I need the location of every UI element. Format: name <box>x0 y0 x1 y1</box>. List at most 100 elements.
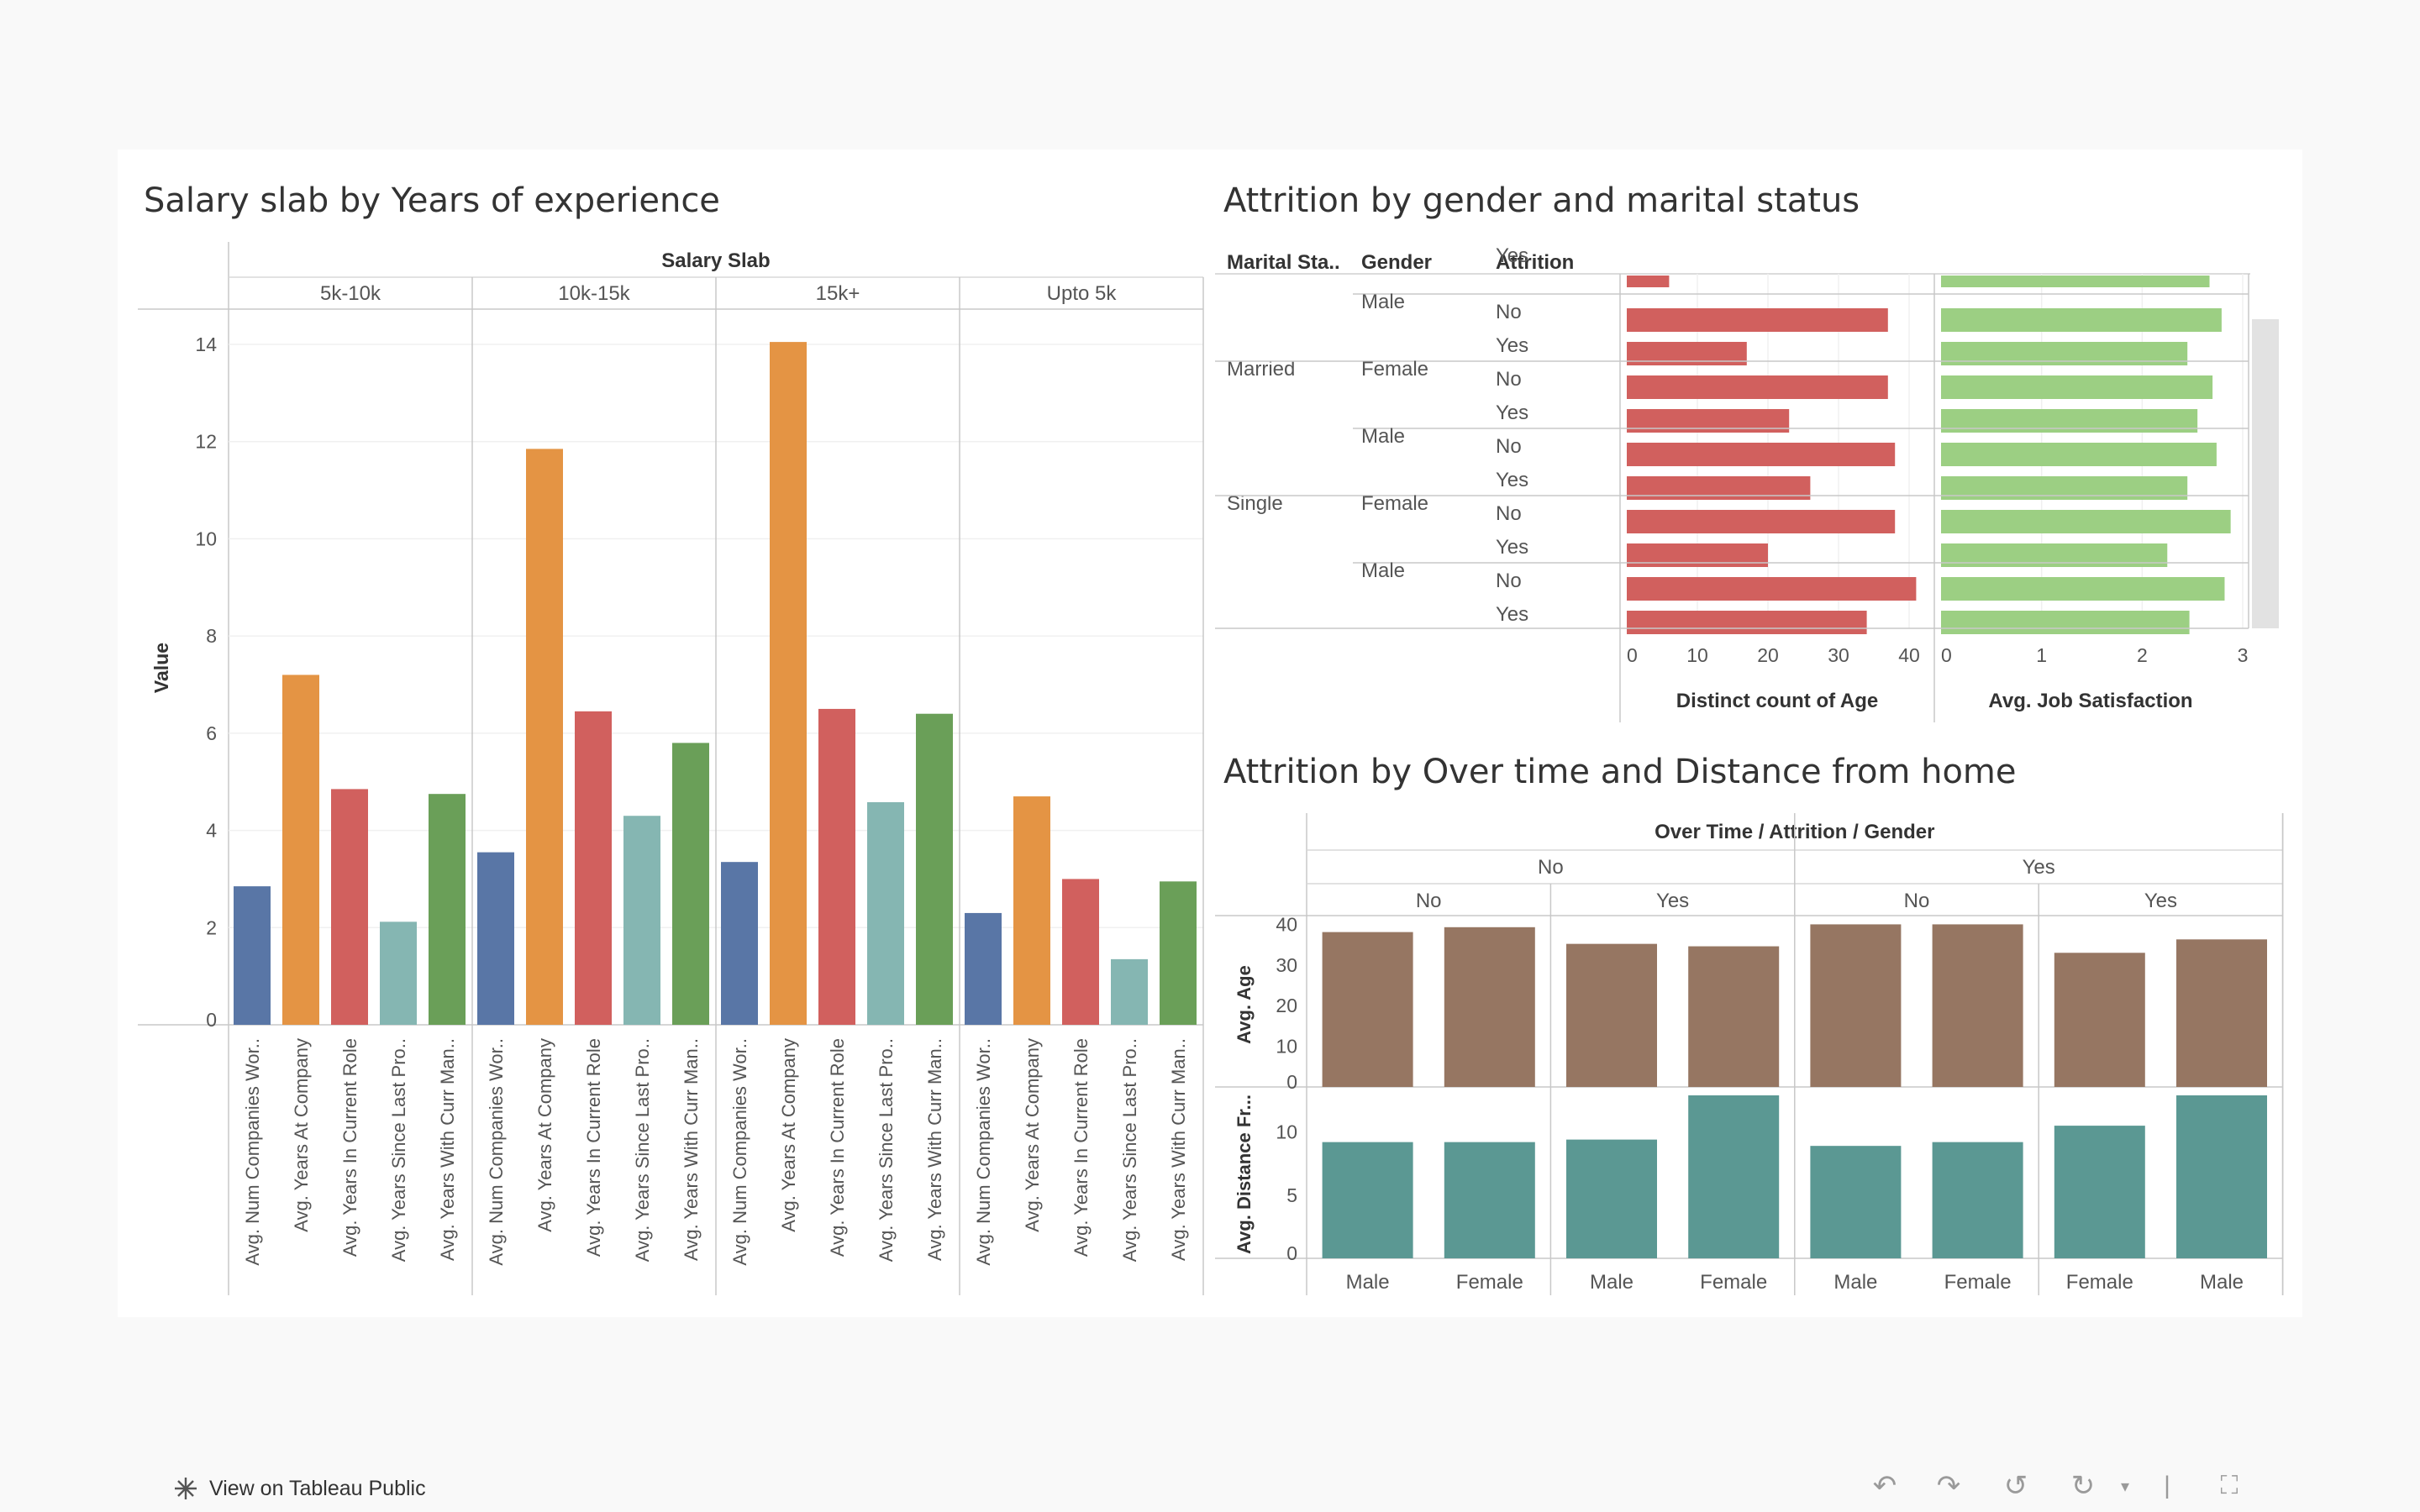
avg-distance-bar <box>1688 1095 1780 1258</box>
salary-bar <box>234 886 271 1025</box>
attrition-label: Yes <box>1496 603 1528 626</box>
y-tick-label: 8 <box>206 625 217 647</box>
scrollbar-thumb[interactable] <box>2252 319 2279 628</box>
revert-icon[interactable]: ↺ <box>2003 1470 2028 1502</box>
chart3-title: Attrition by Over time and Distance from… <box>1223 753 2017 791</box>
salary-bar <box>1013 796 1050 1025</box>
y-tick-label: 40 <box>1276 913 1297 935</box>
age-count-bar <box>1627 342 1747 365</box>
job-satisfaction-bar <box>1941 443 2217 466</box>
redo-icon[interactable]: ↷ <box>1936 1470 1961 1502</box>
attrition-label: No <box>1416 890 1442 912</box>
age-count-bar <box>1627 543 1768 567</box>
salary-bar <box>575 711 612 1025</box>
measure-label: Avg. Years Since Last Pro.. <box>876 1038 897 1262</box>
avg-distance-bar <box>2176 1095 2267 1258</box>
salary-bar <box>770 342 807 1025</box>
avg-distance-bar <box>1444 1142 1535 1258</box>
salary-slab-label: 5k-10k <box>320 282 381 305</box>
age-count-bar <box>1627 510 1896 533</box>
y-tick-label: 0 <box>1286 1071 1297 1093</box>
gender-label: Female <box>2066 1271 2133 1294</box>
attrition-label: Yes <box>1496 334 1528 357</box>
avg-age-bar <box>2054 953 2145 1087</box>
dropdown-icon[interactable]: ▾ <box>2120 1477 2130 1496</box>
y-tick-label: 10 <box>195 528 217 549</box>
measure-label: Avg. Years Since Last Pro.. <box>632 1038 653 1262</box>
salary-slab-label: 10k-15k <box>558 282 630 305</box>
attrition-label: Yes <box>1496 469 1528 491</box>
y-tick-label: 14 <box>195 333 217 355</box>
y-tick-label: 4 <box>206 820 217 842</box>
job-satisfaction-bar <box>1941 577 2225 601</box>
avg-age-bar <box>1322 932 1413 1087</box>
attrition-label: Yes <box>1496 244 1528 267</box>
undo-icon[interactable]: ↶ <box>1872 1470 1897 1502</box>
salary-bar <box>965 912 1002 1025</box>
gender-label: Male <box>2200 1271 2244 1294</box>
salary-bar <box>1062 879 1099 1025</box>
y-tick-label: 2 <box>206 916 217 938</box>
salary-bar <box>818 708 855 1025</box>
salary-bar <box>282 675 319 1025</box>
gender-label: Male <box>1361 425 1405 448</box>
gender-label: Male <box>1346 1271 1390 1294</box>
job-satisfaction-bar <box>1941 510 2231 533</box>
y-tick-label: 10 <box>1276 1121 1297 1143</box>
attrition-label: Yes <box>1656 890 1689 912</box>
measure-label: Avg. Years Since Last Pro.. <box>388 1038 409 1262</box>
y-axis-label: Avg. Age <box>1234 965 1255 1044</box>
gender-label: Male <box>1833 1271 1877 1294</box>
measure-label: Avg. Num Companies Wor.. <box>486 1038 507 1266</box>
job-satisfaction-bar <box>1941 409 2198 433</box>
salary-bar <box>477 852 514 1025</box>
measure-label: Avg. Years With Curr Man.. <box>1168 1038 1189 1261</box>
salary-bar <box>331 789 368 1025</box>
avg-distance-bar <box>2054 1126 2145 1258</box>
measure-label: Avg. Years At Company <box>778 1038 799 1232</box>
x-axis-label: Distinct count of Age <box>1676 690 1878 712</box>
measure-label: Avg. Years In Current Role <box>583 1038 604 1257</box>
measure-label: Avg. Num Companies Wor.. <box>973 1038 994 1266</box>
salary-slab-label: 15k+ <box>816 282 860 305</box>
salary-bar <box>916 713 953 1025</box>
salary-bar <box>380 921 417 1025</box>
avg-age-bar <box>1688 946 1780 1087</box>
age-count-bar <box>1627 443 1896 466</box>
attrition-label: No <box>1496 301 1522 323</box>
avg-age-bar <box>1444 927 1535 1087</box>
y-tick-label: 0 <box>206 1009 217 1031</box>
chart2-title: Attrition by gender and marital status <box>1223 181 1860 220</box>
measure-label: Avg. Num Companies Wor.. <box>729 1038 750 1266</box>
measure-label: Avg. Years In Current Role <box>827 1038 848 1257</box>
avg-age-bar <box>2176 939 2267 1087</box>
age-count-bar <box>1627 308 1888 332</box>
x-tick-label: 2 <box>2137 644 2148 666</box>
attrition-label: No <box>1904 890 1930 912</box>
attrition-label: No <box>1496 502 1522 525</box>
job-satisfaction-bar <box>1941 543 2168 567</box>
measure-label: Avg. Years At Company <box>291 1038 312 1232</box>
attrition-header: Attrition <box>1496 251 1574 274</box>
x-tick-label: 40 <box>1898 644 1920 666</box>
viz-toolbar: ↶ ↷ ↺ ↻ ▾ | ⛶ <box>1865 1465 2252 1507</box>
gender-label: Male <box>1590 1271 1634 1294</box>
age-count-bar <box>1627 611 1867 634</box>
measure-label: Avg. Years With Curr Man.. <box>681 1038 702 1261</box>
x-tick-label: 0 <box>1627 644 1638 666</box>
attrition-label: Yes <box>1496 536 1528 559</box>
view-on-tableau-link[interactable]: View on Tableau Public <box>172 1475 426 1502</box>
fullscreen-icon[interactable]: ⛶ <box>2220 1472 2238 1499</box>
gender-label: Female <box>1700 1271 1767 1294</box>
job-satisfaction-bar <box>1941 476 2188 500</box>
salary-bar <box>721 862 758 1025</box>
x-tick-label: 30 <box>1828 644 1849 666</box>
refresh-icon[interactable]: ↻ <box>2070 1470 2096 1502</box>
salary-bar <box>1160 881 1197 1025</box>
avg-distance-bar <box>1932 1142 2023 1258</box>
salary-bar <box>429 794 466 1025</box>
y-tick-label: 0 <box>1286 1242 1297 1264</box>
attrition-label: Yes <box>2144 890 2177 912</box>
y-axis-label: Value <box>150 643 172 693</box>
salary-bar <box>867 802 904 1025</box>
